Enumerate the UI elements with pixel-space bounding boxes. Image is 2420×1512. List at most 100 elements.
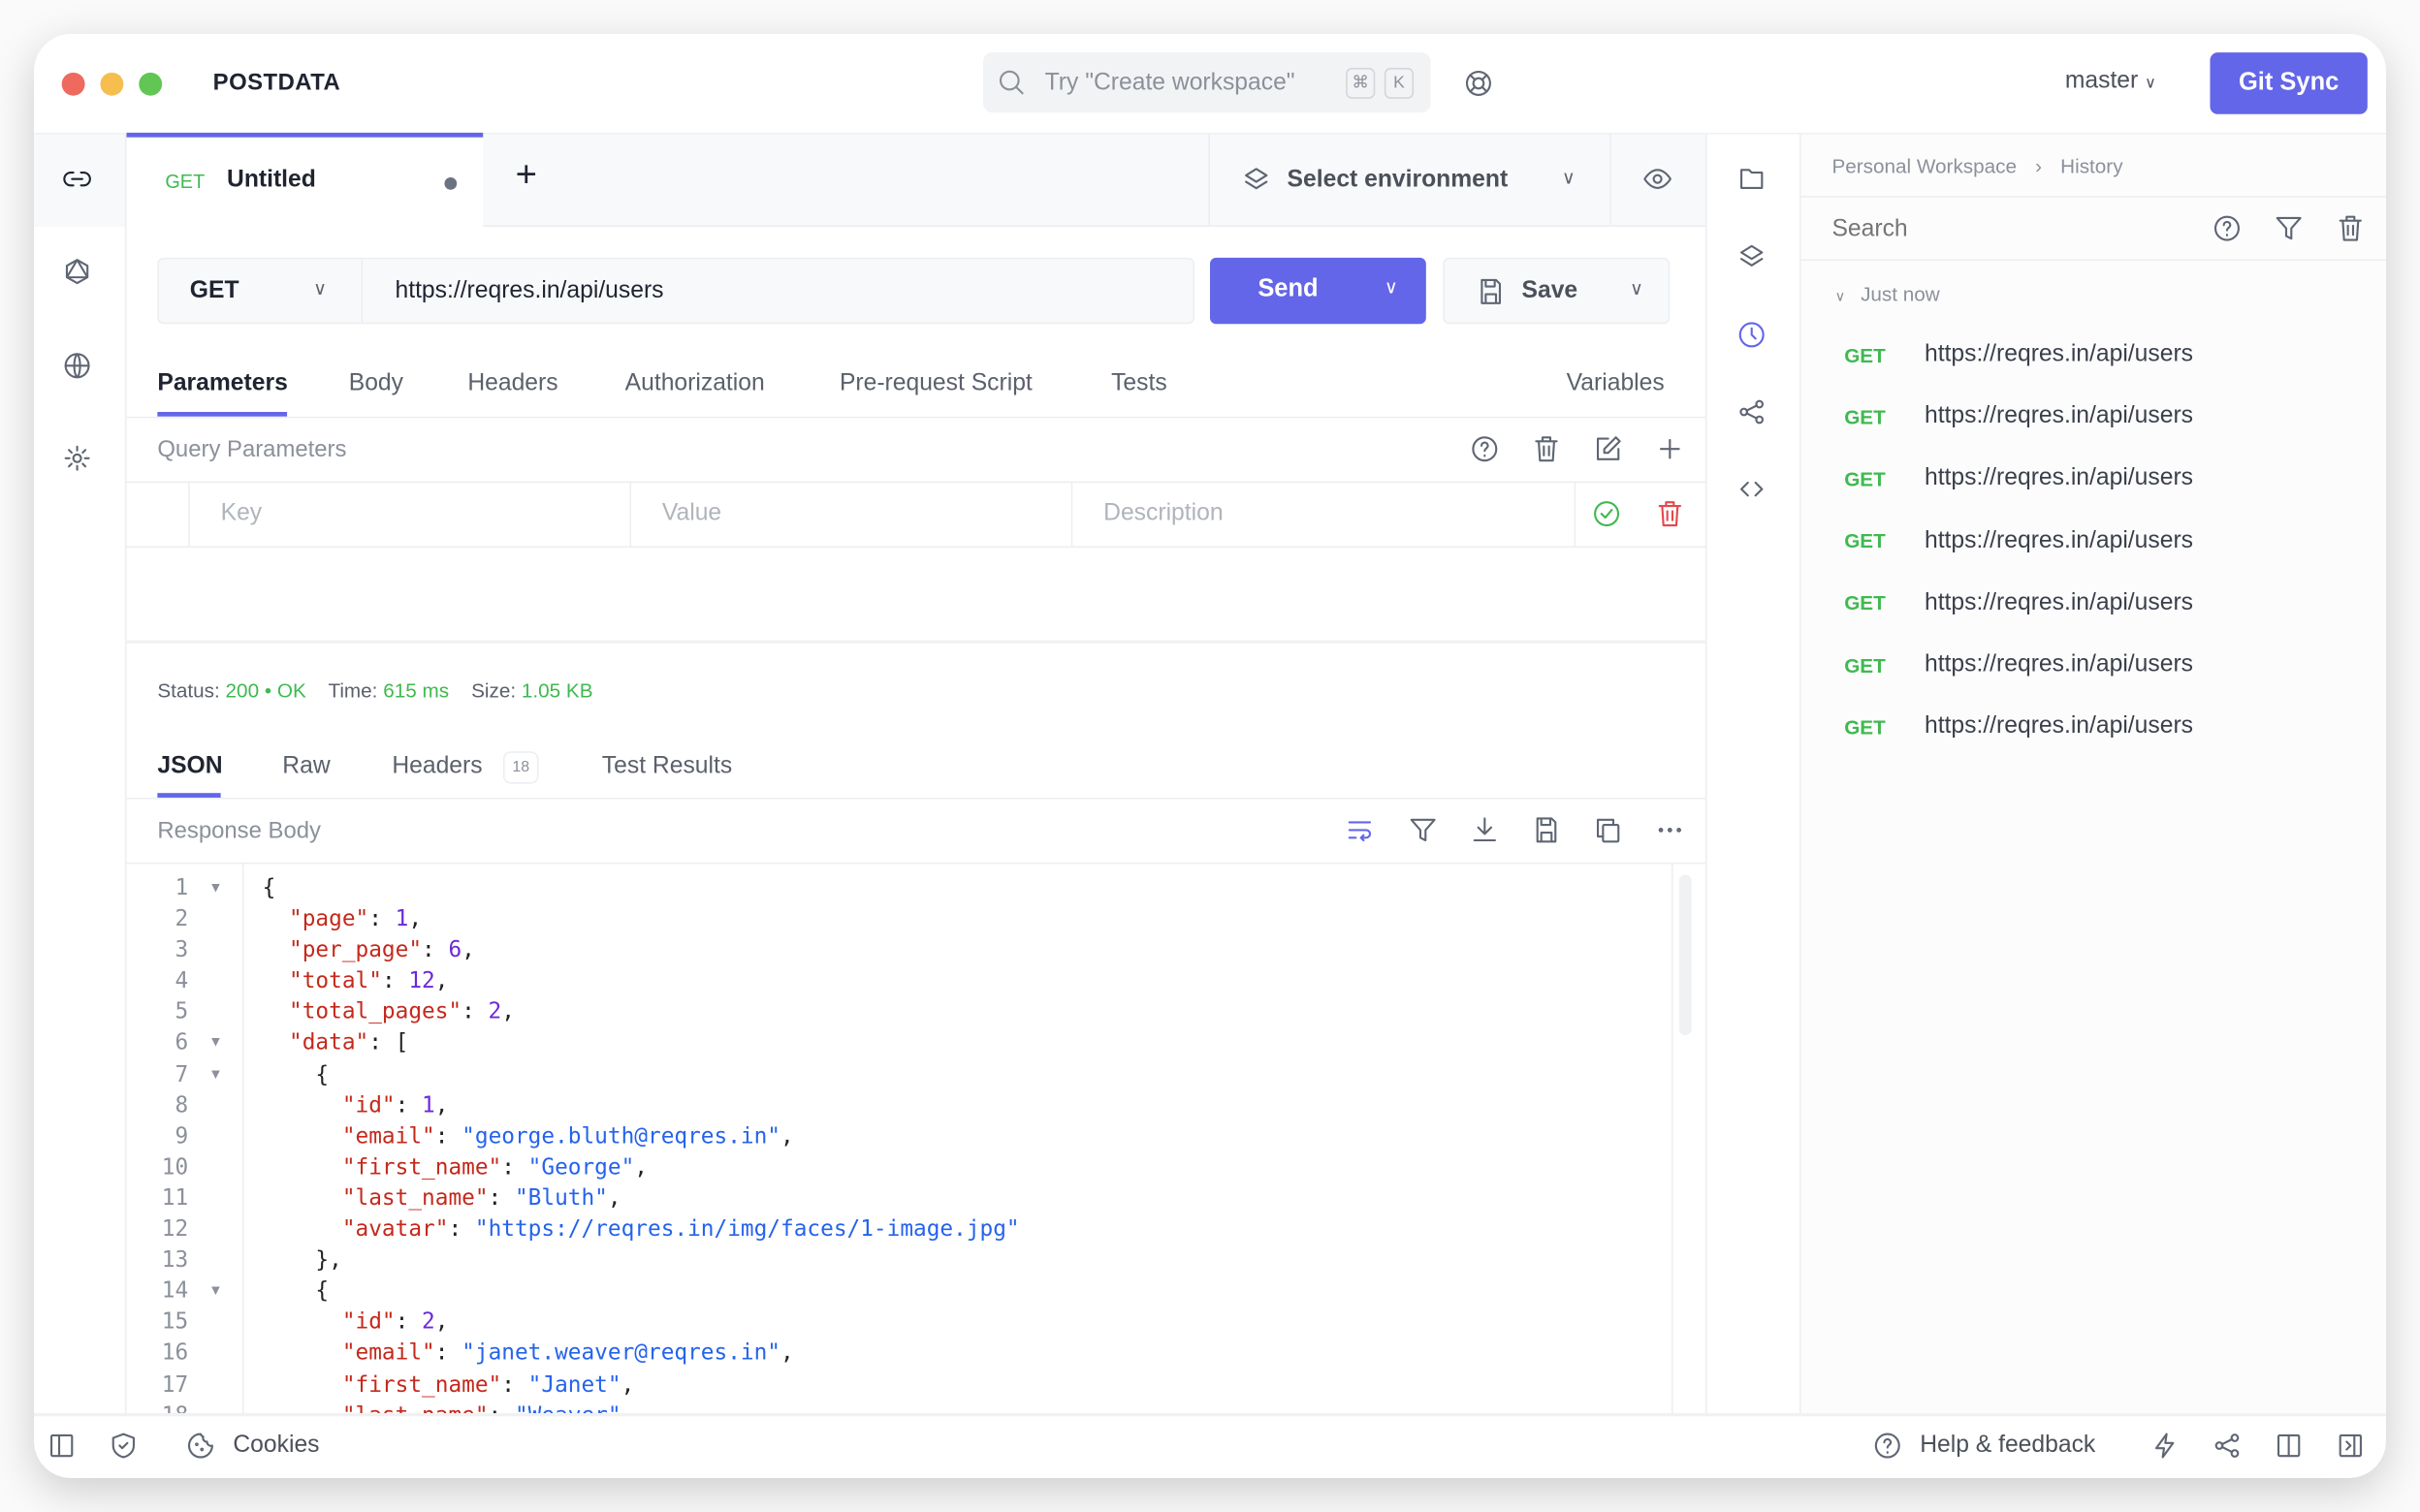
param-key-input[interactable]: Key <box>220 499 263 526</box>
share-icon[interactable] <box>1736 396 1767 427</box>
environments-layers-icon[interactable] <box>1736 242 1767 273</box>
code-token: : <box>462 1000 489 1025</box>
line-number: 14 <box>161 1278 189 1305</box>
close-window-button[interactable] <box>61 72 85 96</box>
download-icon[interactable] <box>1469 814 1500 845</box>
history-group-just-now[interactable]: ∨ Just now <box>1834 282 1940 306</box>
tab-body[interactable]: Body <box>348 370 404 397</box>
code-token: : <box>434 1340 462 1367</box>
filter-icon[interactable] <box>2274 213 2305 244</box>
check-circle-icon[interactable] <box>1591 498 1622 529</box>
filter-icon[interactable] <box>1408 814 1439 845</box>
fold-arrow-icon[interactable]: ▼ <box>211 1035 220 1052</box>
toggle-sidebar-icon[interactable] <box>47 1431 78 1462</box>
lightning-icon[interactable] <box>2149 1431 2181 1462</box>
send-button[interactable]: Send ∨ <box>1209 257 1426 325</box>
git-sync-button[interactable]: Git Sync <box>2210 52 2368 114</box>
send-options-chevron-icon[interactable]: ∨ <box>1384 275 1398 299</box>
tab-variables[interactable]: Variables <box>1566 370 1665 397</box>
history-item[interactable]: GET https://reqres.in/api/users <box>1801 324 2357 386</box>
globe-icon[interactable] <box>62 350 93 381</box>
split-divider[interactable] <box>126 640 1705 644</box>
command-search[interactable]: Try "Create workspace" ⌘ K <box>982 52 1431 113</box>
bulk-edit-icon[interactable] <box>1593 433 1624 464</box>
code-token <box>263 1155 342 1180</box>
chevron-down-icon[interactable]: ∨ <box>1629 277 1643 299</box>
new-tab-button[interactable]: + <box>515 154 537 197</box>
line-number: 6 <box>175 1031 189 1056</box>
history-url: https://reqres.in/api/users <box>1924 588 2193 615</box>
fold-arrow-icon[interactable]: ▼ <box>211 1283 220 1300</box>
clear-history-trash-icon[interactable] <box>2335 213 2366 244</box>
link-icon[interactable] <box>62 164 93 195</box>
breadcrumb-workspace[interactable]: Personal Workspace <box>1831 154 2018 178</box>
fold-arrow-icon[interactable]: ▼ <box>211 1066 220 1083</box>
minimize-window-button[interactable] <box>100 72 124 96</box>
save-button[interactable]: Save ∨ <box>1443 257 1671 325</box>
active-tab-indicator <box>157 793 221 798</box>
eye-icon[interactable] <box>1642 164 1673 195</box>
folder-icon[interactable] <box>1736 164 1767 195</box>
copy-icon[interactable] <box>1593 814 1624 845</box>
code-line: 17 "first_name": "Janet", <box>127 1370 1671 1401</box>
param-description-input[interactable]: Description <box>1103 499 1224 526</box>
settings-gear-icon[interactable] <box>62 443 93 474</box>
history-url: https://reqres.in/api/users <box>1924 650 2193 677</box>
layers-icon <box>1241 165 1272 196</box>
line-number: 13 <box>161 1247 189 1274</box>
history-clock-icon[interactable] <box>1736 320 1767 351</box>
code-icon[interactable] <box>1736 474 1767 505</box>
trash-icon[interactable] <box>1531 433 1562 464</box>
history-item[interactable]: GET https://reqres.in/api/users <box>1801 448 2357 510</box>
code-line: 14 ▼ { <box>127 1276 1671 1307</box>
support-lifebuoy-icon[interactable] <box>1460 65 1497 102</box>
history-item[interactable]: GET https://reqres.in/api/users <box>1801 510 2357 572</box>
help-circle-icon[interactable] <box>1469 433 1500 464</box>
graphql-icon[interactable] <box>62 256 93 287</box>
url-input[interactable] <box>364 259 1192 323</box>
code-scrollbar[interactable] <box>1678 874 1692 1036</box>
request-tab-untitled[interactable]: GET Untitled <box>126 132 484 229</box>
fold-arrow-icon[interactable]: ▼ <box>211 880 220 897</box>
tab-headers[interactable]: Headers <box>467 370 558 397</box>
method-select[interactable]: GET ∨ <box>159 259 364 323</box>
tab-test-results[interactable]: Test Results <box>601 752 733 779</box>
cookies-button[interactable]: Cookies <box>233 1432 320 1459</box>
cookie-icon[interactable] <box>185 1431 216 1462</box>
code-token: : <box>501 1371 528 1398</box>
history-item[interactable]: GET https://reqres.in/api/users <box>1801 696 2357 758</box>
save-response-icon[interactable] <box>1531 814 1562 845</box>
add-parameter-icon[interactable] <box>1654 433 1685 464</box>
code-token: "janet.weaver@reqres.in" <box>462 1340 781 1367</box>
help-feedback-button[interactable]: Help & feedback <box>1920 1432 2096 1459</box>
tab-pre-request-script[interactable]: Pre-request Script <box>839 370 1033 397</box>
shield-check-icon[interactable] <box>108 1431 139 1462</box>
history-item[interactable]: GET https://reqres.in/api/users <box>1801 572 2357 634</box>
code-token <box>263 1186 342 1211</box>
environment-selector[interactable]: Select environment ∨ <box>1210 134 1609 227</box>
history-search-input[interactable] <box>1831 209 2187 249</box>
split-layout-icon[interactable] <box>2274 1431 2305 1462</box>
share-icon[interactable] <box>2212 1431 2243 1462</box>
delete-row-trash-icon[interactable] <box>1654 498 1685 529</box>
code-token: , <box>462 938 475 963</box>
branch-selector[interactable]: master ∨ <box>2065 68 2156 96</box>
tab-response-headers[interactable]: Headers <box>392 752 483 779</box>
code-token: { <box>262 1278 330 1305</box>
tab-tests[interactable]: Tests <box>1111 370 1167 397</box>
tab-json[interactable]: JSON <box>157 752 223 779</box>
line-number: 4 <box>175 969 189 994</box>
history-item[interactable]: GET https://reqres.in/api/users <box>1801 386 2357 448</box>
rail-link-active[interactable] <box>34 134 127 227</box>
toggle-right-panel-icon[interactable] <box>2335 1431 2366 1462</box>
tab-parameters[interactable]: Parameters <box>157 370 288 397</box>
maximize-window-button[interactable] <box>139 72 163 96</box>
help-circle-icon[interactable] <box>2212 213 2243 244</box>
tab-authorization[interactable]: Authorization <box>624 370 765 397</box>
code-line: 8 "id": 1, <box>127 1090 1671 1121</box>
tab-raw[interactable]: Raw <box>282 752 331 779</box>
wrap-lines-icon[interactable] <box>1344 814 1375 845</box>
more-options-icon[interactable] <box>1654 814 1685 845</box>
history-item[interactable]: GET https://reqres.in/api/users <box>1801 634 2357 696</box>
param-value-input[interactable]: Value <box>661 499 722 526</box>
